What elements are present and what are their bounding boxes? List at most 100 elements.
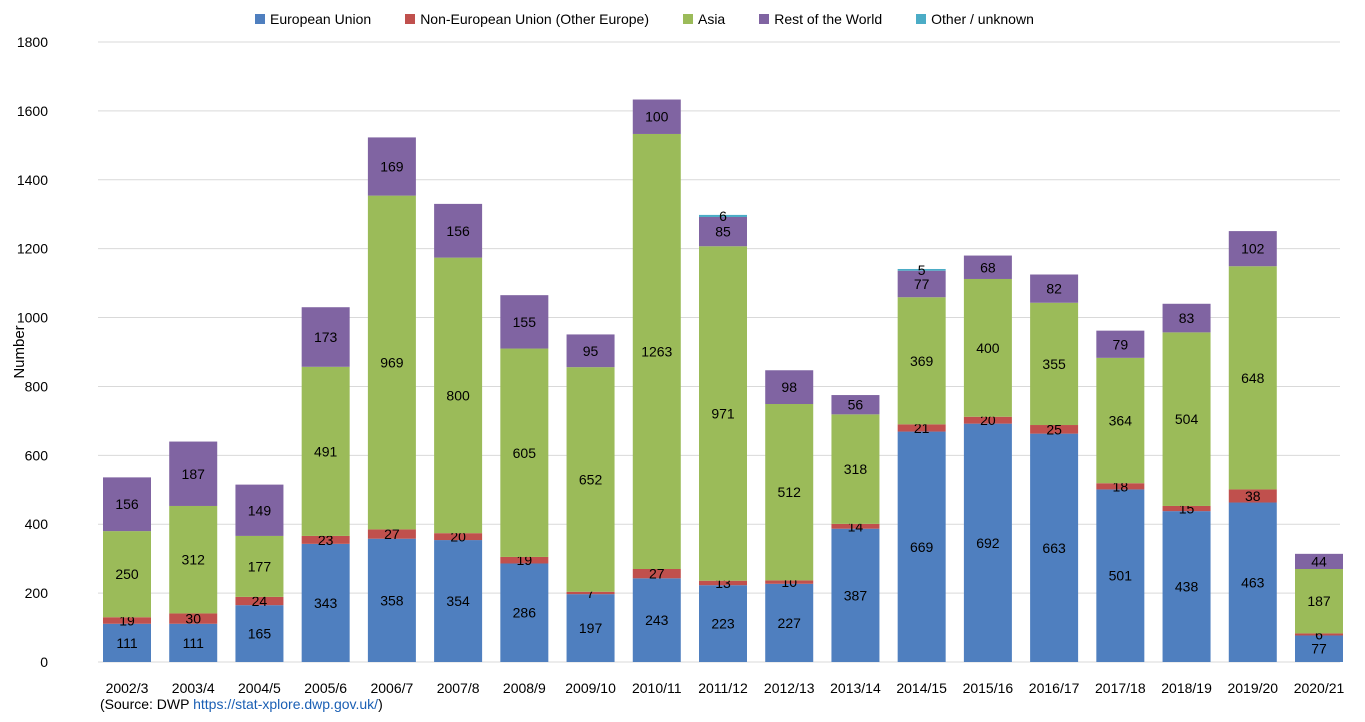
data-label: 165	[248, 626, 272, 642]
bar-segment	[434, 533, 483, 541]
data-label: 6	[719, 208, 727, 224]
legend-swatch	[759, 14, 770, 24]
legend-label: Non-European Union (Other Europe)	[420, 11, 649, 27]
bar-segment	[103, 617, 151, 624]
bar-segment	[765, 370, 814, 405]
bar-segment	[699, 585, 747, 662]
data-label: 463	[1241, 574, 1265, 590]
bar-segment	[1096, 489, 1145, 662]
source-link[interactable]: https://stat-xplore.dwp.gov.uk/	[193, 696, 379, 712]
data-label: 387	[844, 587, 868, 603]
y-tick-label: 400	[25, 516, 49, 532]
bar-segment	[897, 268, 946, 271]
data-label: 312	[182, 552, 206, 568]
y-tick-label: 1800	[17, 34, 48, 50]
legend-label: European Union	[270, 11, 372, 27]
bar-segment	[434, 203, 483, 258]
bar-segment	[500, 556, 549, 564]
legend-label: Other / unknown	[931, 11, 1034, 27]
data-label: 369	[910, 353, 934, 369]
bar-segment	[1162, 303, 1211, 333]
y-tick-label: 1200	[17, 241, 48, 257]
data-label: 187	[1307, 593, 1331, 609]
data-label: 156	[115, 496, 139, 512]
bar-segment	[169, 505, 218, 614]
data-label: 438	[1175, 579, 1199, 595]
bar-segment	[963, 255, 1012, 279]
data-label: 692	[976, 535, 1000, 551]
bar-segment	[1162, 505, 1211, 512]
bar-segment	[434, 257, 483, 534]
bar-segment	[1295, 633, 1343, 636]
bar-segment	[103, 623, 151, 662]
bar-segment	[1096, 483, 1145, 490]
data-label: 663	[1042, 540, 1066, 556]
legend-label: Rest of the World	[774, 11, 883, 27]
data-label: 68	[980, 259, 996, 275]
bar-segment	[500, 295, 549, 349]
data-label: 318	[844, 461, 868, 477]
data-label: 1263	[641, 343, 672, 359]
data-label: 223	[711, 616, 735, 632]
data-label: 25	[1046, 421, 1062, 437]
x-tick-label: 2008/9	[503, 680, 546, 696]
bar-segment	[765, 404, 814, 581]
data-label: 969	[380, 355, 404, 371]
bar-segment	[963, 416, 1012, 424]
legend-item: Other / unknown	[916, 11, 1034, 27]
legend-swatch	[916, 14, 927, 24]
data-label: 38	[1245, 488, 1261, 504]
x-tick-label: 2011/12	[698, 680, 748, 696]
x-tick-label: 2019/20	[1227, 680, 1278, 696]
bar-segment	[500, 348, 549, 557]
data-label: 100	[645, 109, 669, 125]
bar-segment	[897, 431, 946, 662]
x-tick-label: 2009/10	[565, 680, 616, 696]
legend-label: Asia	[697, 11, 726, 27]
data-label: 98	[781, 379, 797, 395]
data-label: 652	[579, 471, 603, 487]
data-label: 800	[446, 387, 470, 403]
data-label: 156	[446, 223, 470, 239]
data-label: 355	[1042, 356, 1066, 372]
data-label: 111	[183, 635, 204, 651]
data-label: 111	[116, 635, 137, 651]
bar-segment	[897, 270, 946, 298]
x-tick-label: 2004/5	[238, 680, 281, 696]
bar-segment	[169, 441, 218, 506]
bar-segment	[1295, 635, 1343, 662]
bar-segment	[1162, 332, 1211, 506]
data-label: 85	[715, 224, 731, 240]
bar-segment	[235, 596, 284, 606]
bar-segment	[632, 578, 681, 662]
bar-segment	[367, 195, 416, 530]
data-label: 7	[587, 585, 595, 601]
source-note: (Source: DWP https://stat-xplore.dwp.gov…	[100, 696, 383, 712]
bar-segment	[699, 214, 747, 217]
legend-item: Non-European Union (Other Europe)	[405, 11, 649, 27]
bar-segment	[765, 580, 814, 584]
x-tick-label: 2002/3	[106, 680, 149, 696]
data-label: 491	[314, 443, 338, 459]
data-label: 504	[1175, 411, 1199, 427]
y-tick-label: 1000	[17, 310, 48, 326]
data-label: 155	[513, 314, 537, 330]
bar-segment	[1228, 266, 1277, 490]
data-label: 95	[583, 343, 599, 359]
bar-segment	[1030, 302, 1079, 426]
y-axis-label: Number	[11, 325, 28, 378]
data-label: 44	[1311, 553, 1327, 569]
data-label: 648	[1241, 370, 1265, 386]
bar-segment	[1295, 569, 1343, 634]
data-label: 512	[778, 484, 802, 500]
bar-segment	[1228, 502, 1277, 662]
data-label: 79	[1113, 336, 1129, 352]
data-label: 6	[1315, 626, 1323, 642]
data-label: 82	[1046, 281, 1062, 297]
bar-segment	[301, 535, 350, 544]
bar-segment	[235, 535, 284, 597]
data-label: 102	[1241, 241, 1265, 257]
y-tick-label: 1600	[17, 103, 48, 119]
chart-legend: European Union Non-European Union (Other …	[255, 9, 1068, 29]
data-label: 501	[1109, 568, 1133, 584]
